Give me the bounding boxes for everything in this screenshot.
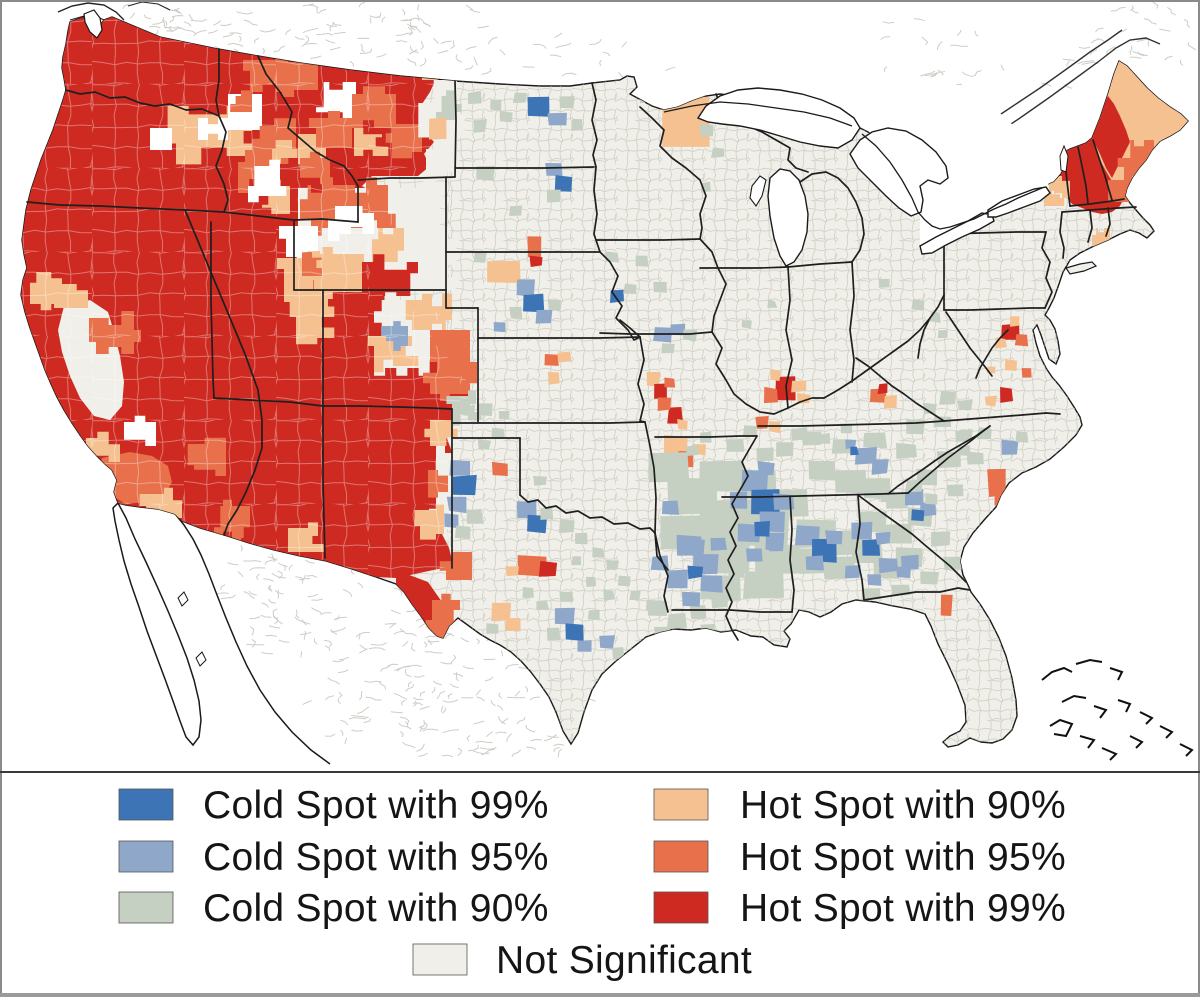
svg-text:Cold Spot with 99%: Cold Spot with 99% <box>203 784 549 827</box>
svg-text:Hot Spot with 95%: Hot Spot with 95% <box>740 836 1066 879</box>
svg-text:Hot Spot with 99%: Hot Spot with 99% <box>740 887 1066 930</box>
svg-text:Hot Spot with 90%: Hot Spot with 90% <box>740 784 1066 827</box>
svg-text:Cold Spot with 95%: Cold Spot with 95% <box>203 836 549 879</box>
svg-text:Cold Spot with 90%: Cold Spot with 90% <box>203 887 549 930</box>
svg-text:Not Significant: Not Significant <box>496 939 752 982</box>
